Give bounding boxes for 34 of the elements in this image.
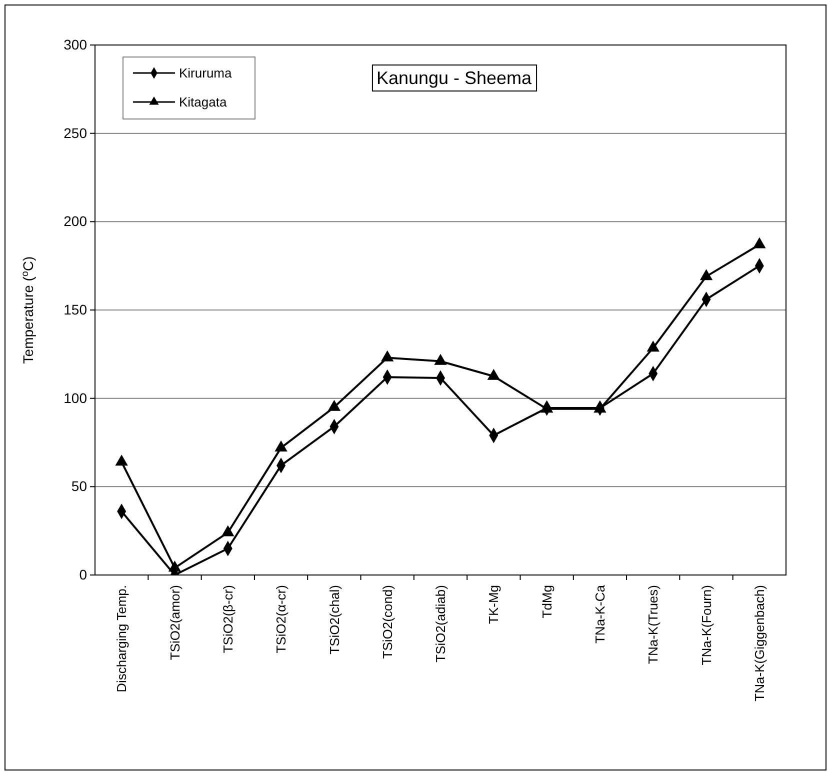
x-tick-label: TNa-K(Giggenbach): [752, 585, 767, 702]
y-tick-label: 200: [64, 213, 88, 230]
legend-label: Kitagata: [179, 94, 228, 110]
x-tick-label: TSiO2(α-cr): [274, 585, 289, 654]
point: [274, 440, 288, 452]
x-tick-label: TSiO2(adiab): [433, 585, 448, 662]
point: [753, 237, 766, 248]
x-tick-label: TNa-K(Fourn): [698, 585, 714, 666]
text: Kanungu - Sheema: [376, 68, 533, 88]
point: [115, 454, 128, 466]
point: [222, 525, 234, 536]
x-tick-label: TSiO2(cond): [380, 585, 395, 659]
x-tick-label: TSiO2(amor): [167, 585, 182, 660]
x-tick-label: TNa-K-Ca: [592, 584, 608, 644]
y-tick-label: 250: [64, 124, 88, 141]
x-tick-label: TK-Mg: [486, 585, 502, 624]
point: [380, 350, 394, 362]
y-tick-label: 50: [71, 478, 88, 494]
point: [434, 354, 447, 365]
point: [646, 340, 660, 352]
y-tick-label: 100: [64, 390, 88, 406]
x-tick-label: TNa-K(Trues): [646, 585, 661, 664]
y-tick-label: 150: [64, 301, 88, 318]
y-tick-label: 300: [64, 36, 88, 52]
x-tick-label: TSiO2(chal): [326, 585, 342, 654]
point: [700, 269, 713, 280]
x-tick-label: TdMg: [539, 585, 554, 618]
x-tick-label: Discharging Temp.: [114, 585, 130, 692]
point: [328, 400, 341, 411]
point: [168, 560, 182, 572]
x-tick-label: TSiO2(β-cr): [220, 585, 236, 654]
y-tick-label: 0: [79, 566, 88, 582]
legend-label: Kiruruma: [179, 66, 233, 81]
point: [487, 368, 500, 380]
